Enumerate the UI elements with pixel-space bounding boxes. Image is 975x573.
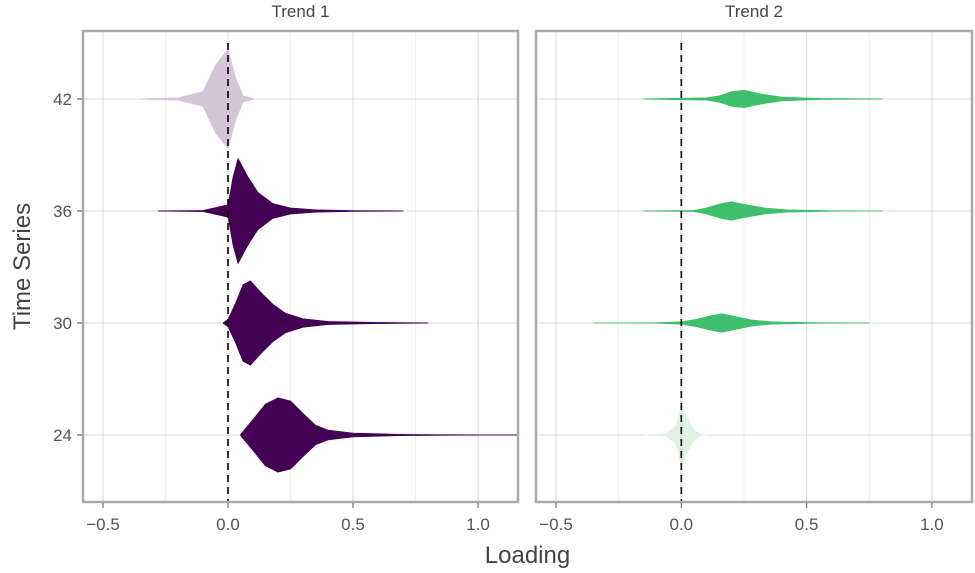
violin-30 [222, 280, 429, 366]
panel-border [534, 29, 974, 504]
y-axis-title: Time Series [9, 203, 36, 330]
y-tick-label: 24 [53, 426, 72, 445]
x-tick-label: 0.0 [216, 515, 240, 534]
x-tick-label: 0.5 [795, 515, 819, 534]
violin-42 [140, 49, 254, 149]
x-axis-title: Loading [485, 542, 570, 569]
violin-24 [240, 397, 518, 473]
x-tick-label: −0.5 [539, 515, 573, 534]
violin-36 [157, 158, 404, 264]
violin-42 [643, 90, 883, 108]
panel-title: Trend 2 [725, 2, 783, 21]
x-tick-label: 1.0 [920, 515, 944, 534]
violin-24 [643, 403, 707, 467]
x-tick-label: 0.0 [670, 515, 694, 534]
x-tick-label: −0.5 [86, 515, 120, 534]
panel-2: Trend 2 −0.5 0.0 0.5 1.0 [534, 2, 974, 534]
y-tick-label: 36 [53, 202, 72, 221]
panel-border [81, 29, 520, 504]
violin-36 [643, 201, 883, 221]
y-tick-label: 30 [53, 314, 72, 333]
y-tick-label: 42 [53, 90, 72, 109]
x-tick-label: 1.0 [466, 515, 490, 534]
x-tick-label: 0.5 [341, 515, 365, 534]
panel-title: Trend 1 [272, 2, 330, 21]
violin-30 [593, 313, 870, 333]
panel-1: Trend 1 −0.5 0.0 0.5 1.0 [81, 2, 520, 534]
